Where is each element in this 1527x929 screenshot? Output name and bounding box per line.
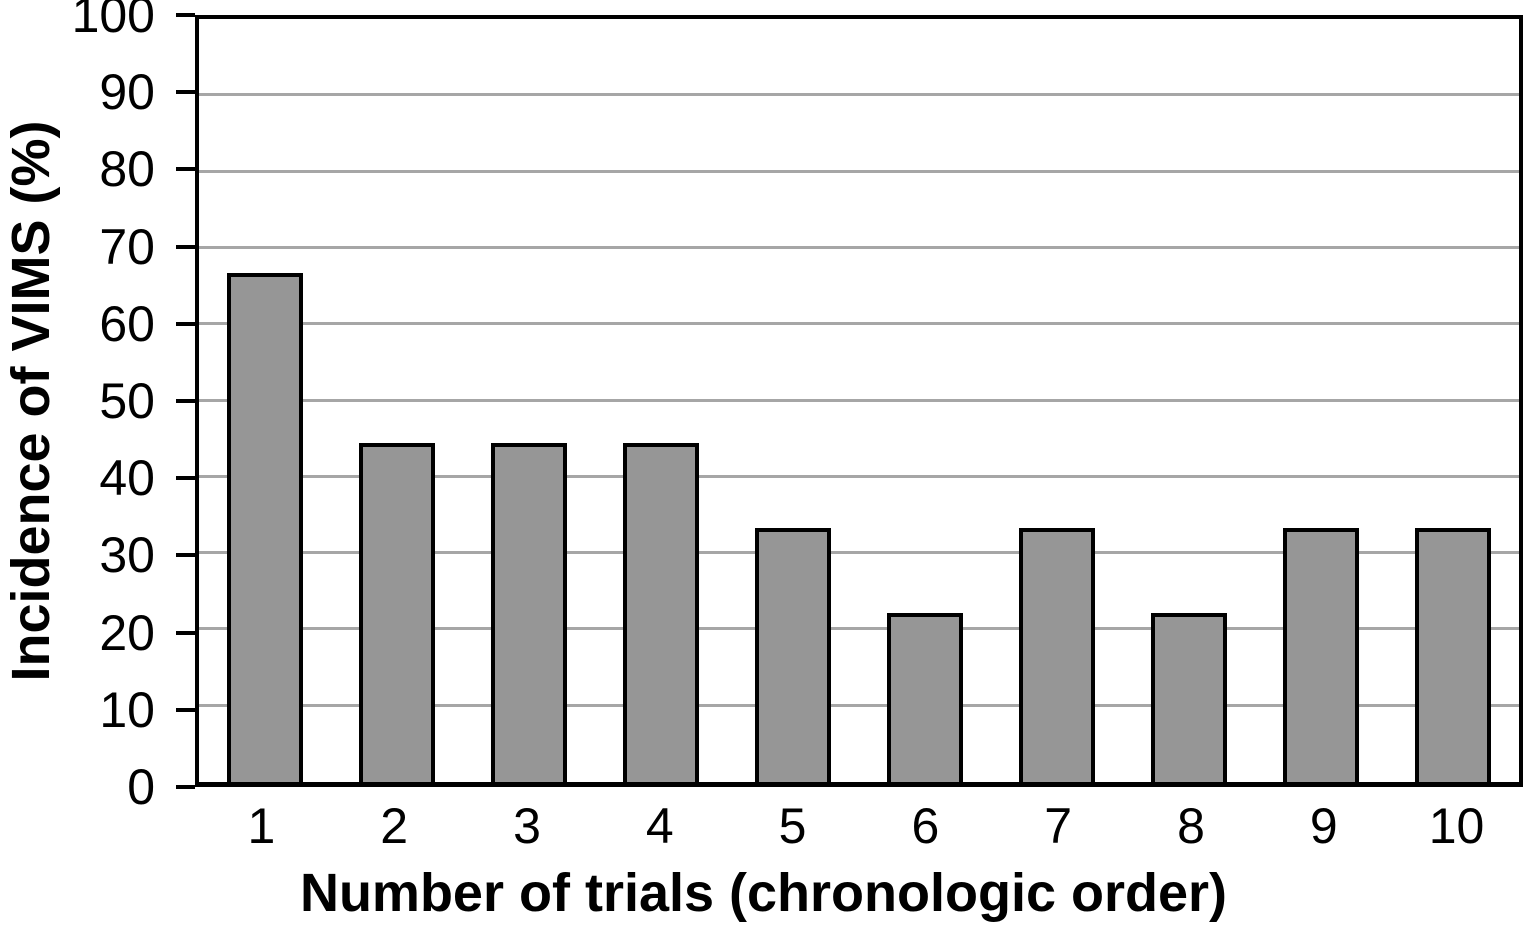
bar-slot-9 <box>1255 19 1387 782</box>
bar-trial-1 <box>226 273 304 782</box>
bar-trial-7 <box>1018 527 1096 782</box>
y-axis-tick-label-50: 50 <box>99 373 155 429</box>
bar-trial-6 <box>886 612 964 782</box>
y-axis-tick-0 <box>176 785 195 789</box>
y-axis-tick-40 <box>176 476 195 481</box>
y-axis-tick-label-60: 60 <box>99 295 155 352</box>
y-axis-tick-20 <box>176 630 195 635</box>
gridline-y-30 <box>199 551 1519 555</box>
gridline-y-50 <box>199 398 1519 402</box>
x-axis-tick-label-10: 10 <box>1428 798 1485 854</box>
y-axis-tick-label-100: 100 <box>71 0 155 43</box>
x-axis-tick-label-3: 3 <box>513 798 541 854</box>
gridline-y-70 <box>199 245 1519 249</box>
y-axis-tick-10 <box>176 707 195 712</box>
bar-trial-3 <box>490 443 568 782</box>
bar-slot-1 <box>199 19 331 782</box>
bar-slot-10 <box>1387 19 1519 782</box>
y-axis-tick-100 <box>176 13 195 17</box>
bar-slot-4 <box>595 19 727 782</box>
bar-trial-10 <box>1414 527 1492 782</box>
bar-trial-5 <box>754 527 832 782</box>
gridline-y-90 <box>199 93 1519 97</box>
bar-trial-4 <box>622 443 700 782</box>
y-axis-tick-label-90: 90 <box>99 64 155 121</box>
x-axis-tick-label-1: 1 <box>247 798 276 854</box>
bar-slot-2 <box>331 19 463 782</box>
bar-trial-9 <box>1282 527 1360 782</box>
y-axis-tick-label-10: 10 <box>99 681 155 738</box>
x-axis-tick-label-7: 7 <box>1044 798 1073 854</box>
y-axis-tick-50 <box>176 399 195 403</box>
gridline-y-20 <box>199 627 1519 631</box>
bar-trial-2 <box>358 443 436 782</box>
plot-area <box>195 15 1523 787</box>
bar-slot-7 <box>991 19 1123 782</box>
x-axis-title: Number of trials (chronologic order) <box>299 863 1228 923</box>
y-axis-tick-label-0: 0 <box>127 759 155 815</box>
bar-slot-5 <box>727 19 859 782</box>
y-axis-tick-label-40: 40 <box>99 450 155 507</box>
x-axis-tick-label-5: 5 <box>778 798 807 854</box>
y-axis-tick-label-70: 70 <box>99 218 155 275</box>
gridline-y-40 <box>199 474 1519 478</box>
x-axis-tick-label-6: 6 <box>911 798 940 854</box>
bar-slot-8 <box>1123 19 1255 782</box>
y-axis-tick-label-20: 20 <box>99 604 155 661</box>
y-axis-tick-80 <box>176 167 195 172</box>
bar-slot-6 <box>859 19 991 782</box>
gridline-y-80 <box>199 169 1519 173</box>
x-axis-tick-labels: 1 2 3 4 5 6 7 8 9 10 <box>195 798 1523 862</box>
y-axis-tick-label-30: 30 <box>99 527 155 584</box>
y-axis-tick-70 <box>176 244 195 249</box>
x-axis-tick-label-8: 8 <box>1177 798 1205 854</box>
bar-trial-8 <box>1150 612 1228 782</box>
y-axis-tick-30 <box>176 553 195 558</box>
y-axis-tick-label-80: 80 <box>99 141 155 198</box>
bar-slot-3 <box>463 19 595 782</box>
y-axis-tick-90 <box>176 90 195 95</box>
x-axis-tick-label-9: 9 <box>1309 798 1338 854</box>
x-axis-tick-label-2: 2 <box>380 798 409 854</box>
y-axis-tick-60 <box>176 321 195 326</box>
x-axis-tick-label-4: 4 <box>645 798 674 854</box>
bars-row <box>199 19 1519 782</box>
y-axis: 0 10 20 30 40 50 60 70 80 90 100 <box>0 0 195 812</box>
gridline-y-60 <box>199 322 1519 326</box>
gridline-y-10 <box>199 703 1519 707</box>
